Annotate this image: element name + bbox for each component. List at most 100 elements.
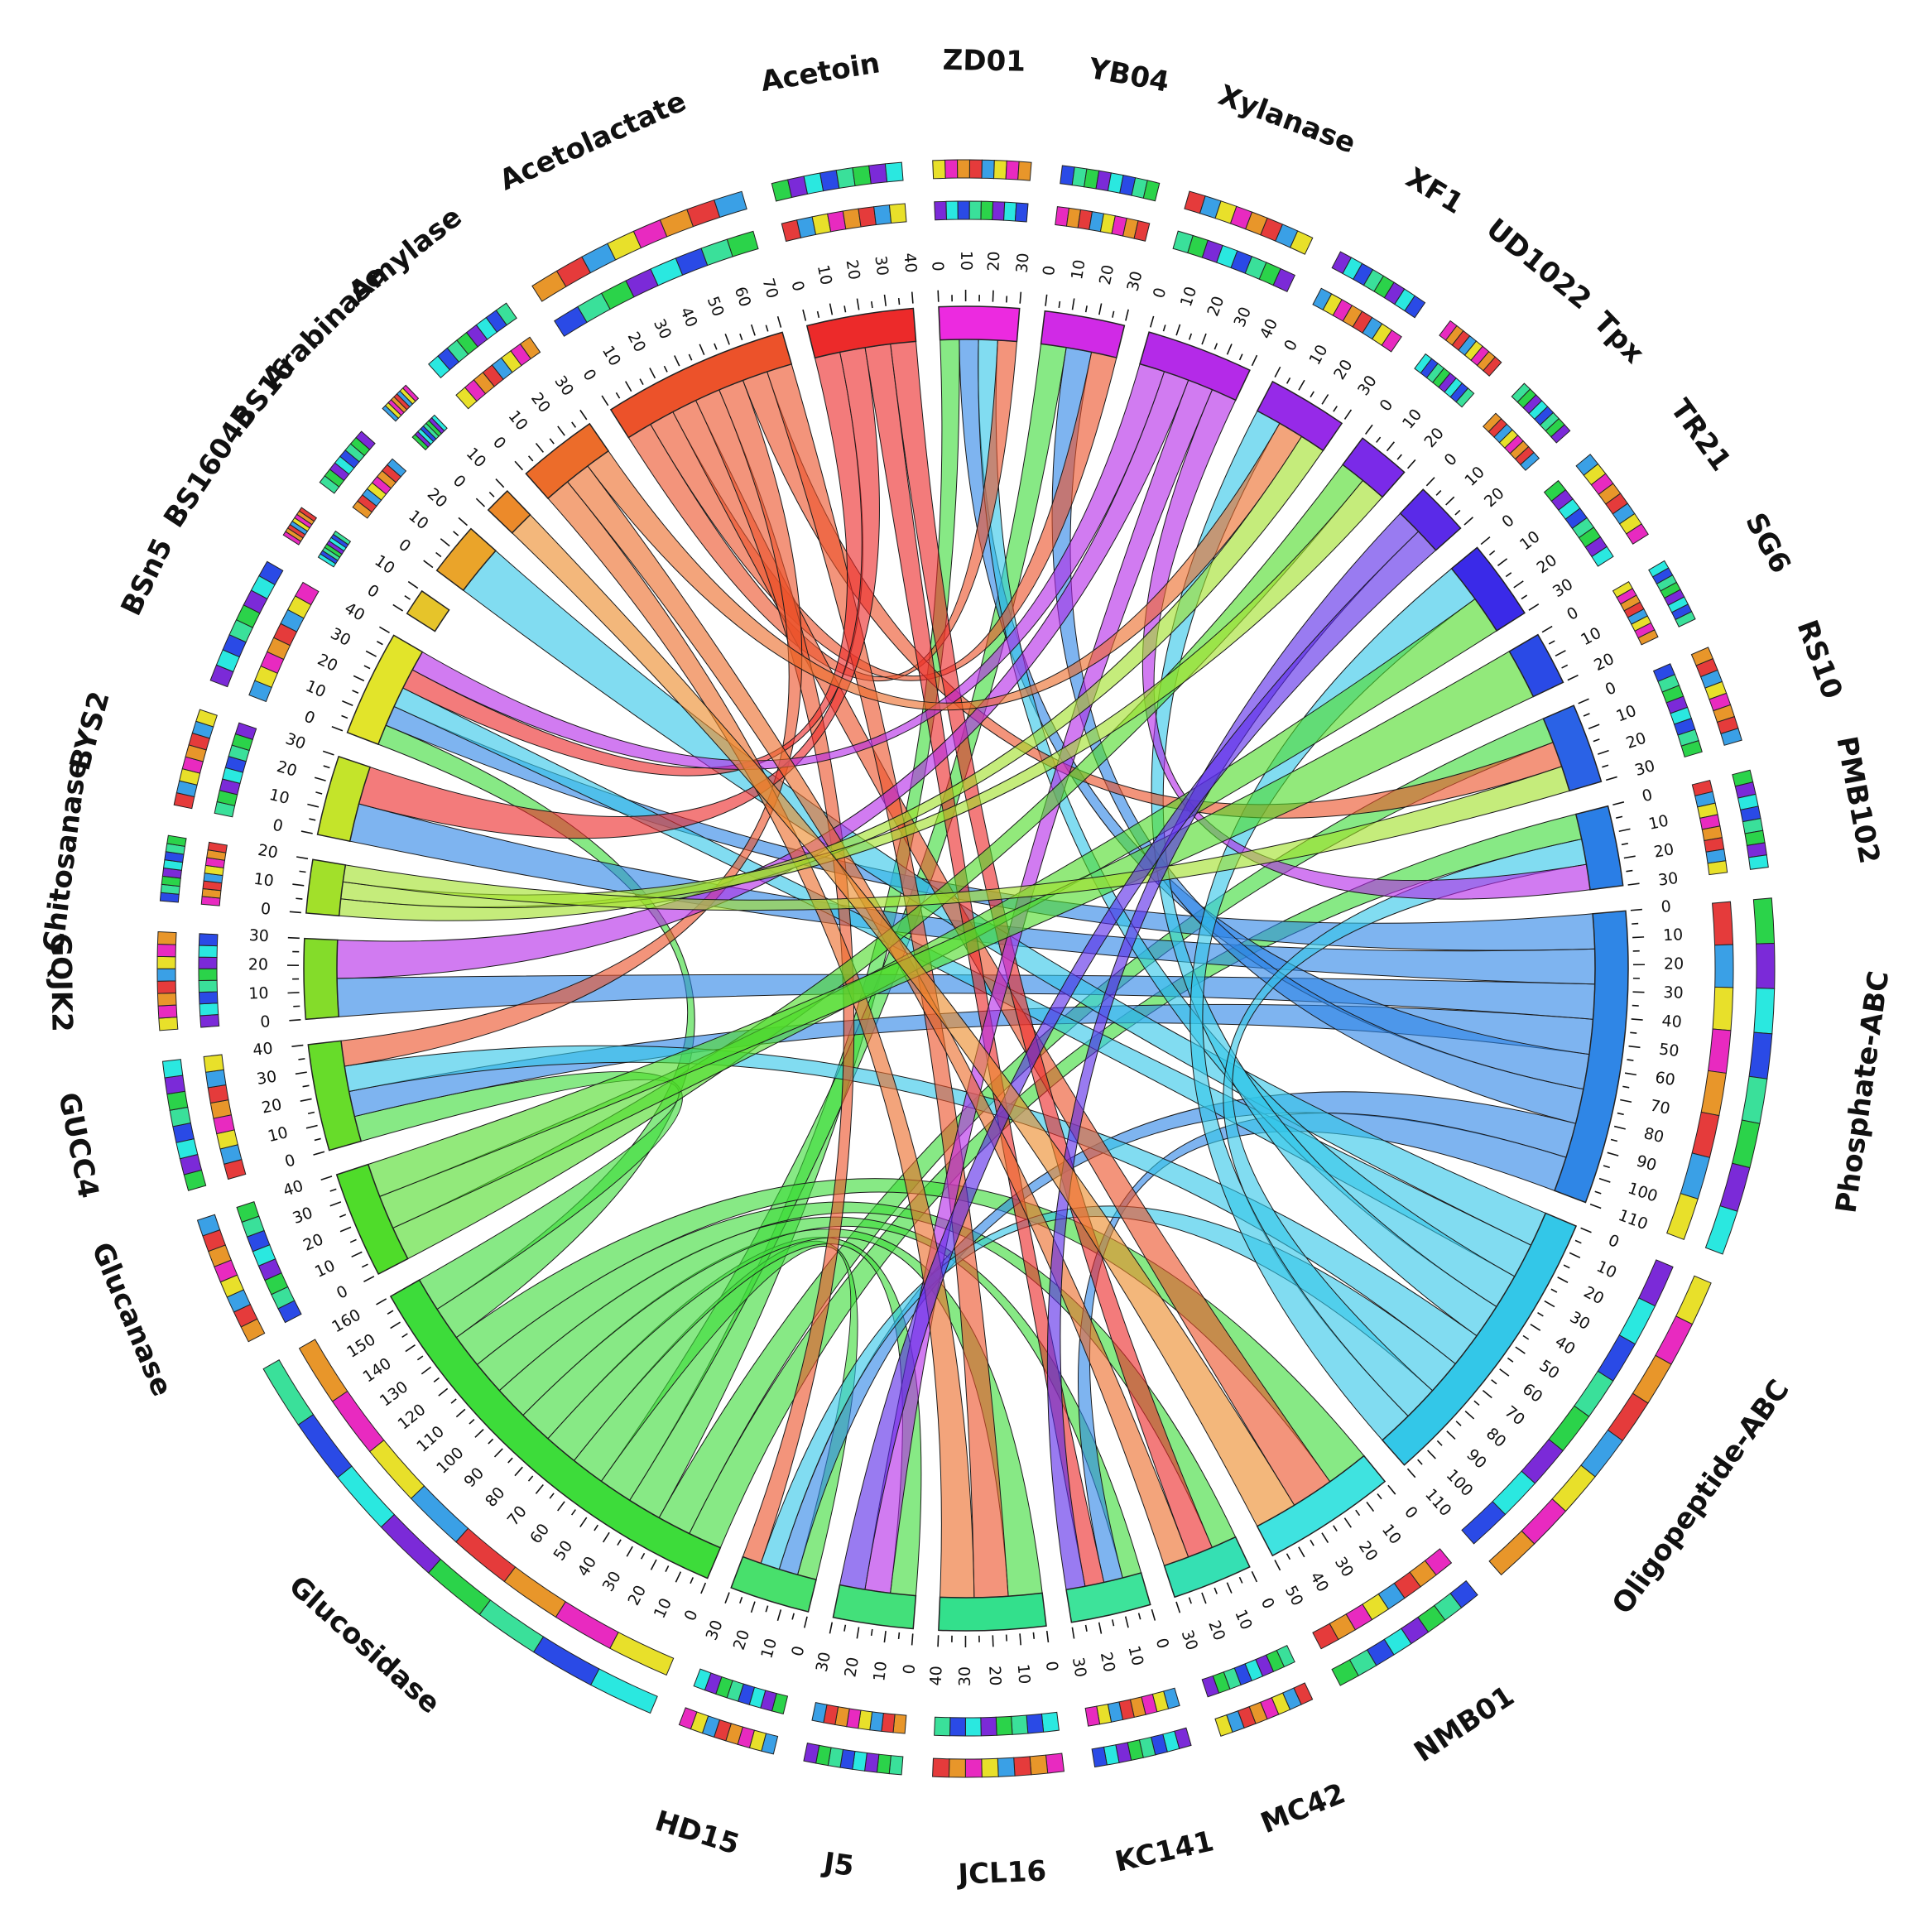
percent-strip-block — [968, 159, 983, 179]
segment-arc-acetoin — [805, 307, 917, 359]
tick-label: 40 — [252, 1039, 274, 1060]
percent-strip-block — [884, 161, 904, 183]
tick-mark — [1607, 1152, 1619, 1156]
tick-mark — [455, 1408, 466, 1418]
tick-label: 0 — [1660, 897, 1672, 916]
tick-label: 20 — [260, 1095, 283, 1117]
tick-mark — [1149, 315, 1155, 328]
segment-label-kc141: KC141 — [1112, 1825, 1217, 1879]
tick-mark — [1620, 1099, 1632, 1103]
percent-strip-block — [156, 980, 176, 994]
tick-mark — [663, 365, 668, 373]
tick-label: 20 — [1096, 263, 1117, 286]
tick-mark — [1628, 1045, 1641, 1049]
percent-strip-block — [1003, 201, 1017, 222]
tick-mark — [365, 650, 377, 657]
tick-mark — [1125, 309, 1129, 321]
tick-label: 0 — [334, 1282, 351, 1303]
tick-label: 20 — [257, 841, 279, 863]
tick-mark — [1098, 303, 1103, 315]
tick-mark — [1137, 1613, 1141, 1620]
tick-mark — [305, 1124, 318, 1129]
segment-arc-kc141 — [1065, 1572, 1151, 1623]
tick-label: 110 — [1616, 1206, 1651, 1233]
tick-label: 60 — [731, 285, 755, 310]
tick-mark — [1124, 1616, 1129, 1628]
tick-mark — [342, 700, 353, 707]
tick-label: 10 — [504, 407, 531, 435]
tick-mark — [724, 334, 730, 345]
tick-label: 50 — [704, 294, 728, 319]
tick-label: 60 — [1654, 1069, 1676, 1090]
tick-label: 140 — [359, 1354, 394, 1387]
segment-arc-acetolactate — [609, 331, 793, 439]
tick-mark — [911, 1633, 914, 1646]
tick-mark — [1610, 1138, 1618, 1142]
tick-mark — [377, 641, 383, 646]
tick-label: 10 — [814, 263, 835, 286]
tick-mark — [1251, 1570, 1258, 1583]
percent-strip-block — [1455, 387, 1475, 408]
segment-label-gucc4: GUCC4 — [51, 1089, 104, 1200]
tick-mark — [1406, 459, 1416, 469]
tick-mark — [1310, 1539, 1314, 1546]
tick-label: 10 — [598, 343, 624, 369]
segment-arc-gqjk2 — [303, 937, 340, 1021]
tick-label: 10 — [267, 786, 291, 808]
segment-arc-tr21 — [1450, 546, 1526, 632]
tick-label: 30 — [283, 729, 308, 753]
tick-mark — [514, 1466, 523, 1477]
percent-strip-block — [198, 968, 218, 981]
tick-label: 20 — [624, 329, 650, 355]
percent-strip-block — [166, 1090, 189, 1111]
segment-label-jcl16: JCL16 — [956, 1855, 1047, 1892]
tick-mark — [1563, 1264, 1570, 1269]
tick-mark — [1151, 1608, 1156, 1621]
segment-label-bsn5: BSn5 — [114, 533, 179, 621]
tick-mark — [1515, 1346, 1526, 1354]
segment-label-hd15: HD15 — [651, 1805, 743, 1862]
tick-mark — [440, 538, 450, 547]
tick-mark — [1557, 1277, 1569, 1283]
segment-arc-bys2 — [316, 755, 371, 843]
tick-label: 20 — [248, 955, 268, 974]
tick-mark — [1406, 1468, 1416, 1478]
tick-label: 20 — [1664, 954, 1684, 973]
tick-label: 90 — [1634, 1152, 1658, 1175]
tick-mark — [1521, 594, 1528, 600]
segment-arc-amylase — [525, 422, 610, 500]
tick-label: 40 — [676, 305, 701, 330]
tick-label: 30 — [871, 255, 892, 277]
tick-mark — [1333, 1525, 1338, 1531]
tick-mark — [329, 1188, 337, 1192]
tick-label: 30 — [328, 624, 354, 650]
tick-label: 20 — [1330, 356, 1357, 382]
segment-label-xf1: XF1 — [1400, 161, 1468, 221]
tick-label: 10 — [957, 251, 975, 271]
tick-mark — [992, 1635, 994, 1647]
tick-label: 30 — [599, 1568, 625, 1594]
tick-mark — [363, 1276, 375, 1282]
tick-label: 30 — [1657, 869, 1680, 890]
tick-label: 0 — [1377, 396, 1397, 415]
percent-strip-block — [1752, 897, 1776, 945]
percent-strip-block — [1638, 1259, 1674, 1307]
percent-strip-block — [495, 302, 517, 326]
percent-strip-block — [1680, 1152, 1711, 1200]
percent-strip-block — [199, 1002, 219, 1017]
percent-strip-block — [1712, 986, 1734, 1031]
tick-mark — [615, 392, 621, 399]
tick-label: 10 — [1378, 1521, 1405, 1548]
percent-strip-block — [455, 1527, 517, 1583]
tick-mark — [379, 626, 390, 634]
tick-mark — [1175, 324, 1181, 336]
tick-label: 20 — [985, 1666, 1004, 1686]
tick-label: 0 — [681, 1608, 702, 1624]
tick-mark — [1425, 477, 1435, 487]
tick-mark — [450, 1398, 457, 1404]
tick-label: 10 — [1068, 258, 1089, 281]
tick-label: 10 — [1613, 701, 1638, 725]
tick-mark — [1298, 379, 1305, 391]
tick-mark — [1238, 353, 1243, 361]
percent-strip-block — [1133, 220, 1151, 242]
